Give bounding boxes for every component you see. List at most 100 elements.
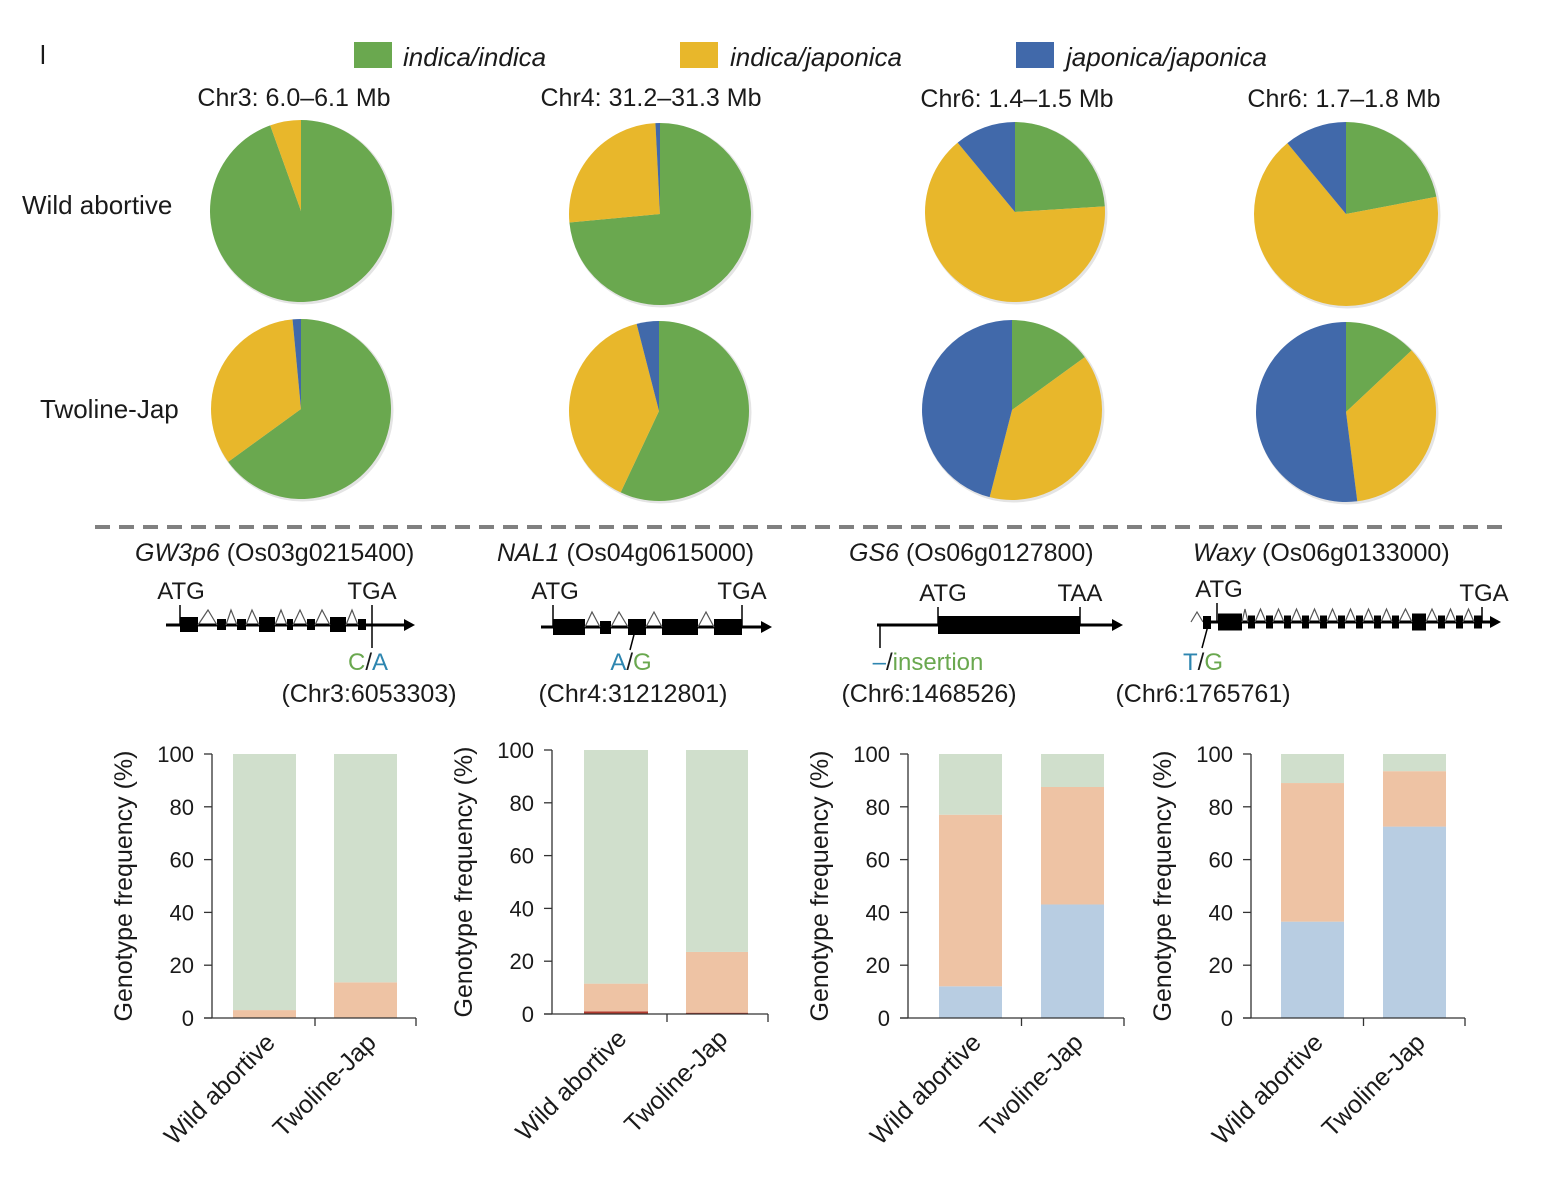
y-tick-label: 60	[866, 848, 890, 873]
gene-title-nal1: NAL1 (Os04g0615000)	[497, 539, 754, 567]
y-tick-label: 40	[866, 900, 890, 925]
intron	[1398, 607, 1413, 623]
pie-slice-japonica-japonica	[922, 320, 1012, 498]
y-tick-label: 100	[1196, 742, 1233, 767]
intron	[1241, 608, 1249, 623]
intron	[1344, 607, 1357, 623]
exon	[1284, 615, 1291, 629]
gene-id: (Os03g0215400)	[227, 539, 415, 567]
snp-position: (Chr6:1468526)	[841, 680, 1016, 708]
bar-segment-indica-indica	[584, 750, 648, 984]
intron	[1190, 610, 1204, 623]
pie-wild-abortive-chr6-2	[1253, 122, 1441, 309]
intron	[345, 608, 359, 626]
intron	[1308, 607, 1321, 623]
pie-title-chr3: Chr3: 6.0–6.1 Mb	[197, 84, 390, 112]
bar-segment-indica-japonica	[1041, 787, 1104, 905]
intron	[225, 608, 238, 626]
y-tick-label: 0	[182, 1006, 194, 1031]
exon	[217, 619, 226, 630]
exon	[1338, 615, 1345, 629]
pie-slice-indica-indica	[620, 321, 750, 501]
gene-name: GW3p6	[135, 539, 220, 567]
bar-segment-indica-indica	[1041, 754, 1104, 787]
pie-slice-indica-indica	[209, 120, 392, 302]
bar-segment-japonica-japonica	[1383, 826, 1446, 1018]
pie-slice-indica-japonica	[270, 120, 301, 211]
intron	[610, 610, 629, 628]
exon	[1356, 615, 1363, 629]
y-tick-label: 60	[170, 848, 194, 873]
y-tick-label: 80	[1209, 795, 1233, 820]
legend: indica/indica indica/japonica japonica/j…	[354, 42, 1267, 72]
gene-title-waxy: Waxy (Os06g0133000)	[1193, 539, 1450, 567]
exon	[1302, 615, 1309, 629]
snp-alleles: A/G	[610, 649, 651, 676]
y-tick-label: 0	[522, 1002, 534, 1027]
exon	[307, 619, 315, 630]
y-tick-label: 80	[510, 791, 534, 816]
exon	[330, 617, 346, 632]
pie-twoline-jap-chr6-1	[922, 320, 1105, 503]
exon	[1392, 615, 1399, 629]
bar-segment-red	[584, 1011, 648, 1014]
bar-segment-indica-japonica	[584, 983, 648, 1012]
snp-alleles: T/G	[1183, 649, 1223, 676]
pie-slice-indica-indica	[1346, 322, 1412, 412]
pie-slice-japonica-japonica	[1255, 322, 1358, 502]
intron	[1362, 607, 1375, 623]
exon	[1412, 613, 1426, 631]
stop-codon-label: TGA	[717, 578, 766, 605]
bar-segment-japonica-japonica	[939, 986, 1002, 1018]
pie-title-chr4: Chr4: 31.2–31.3 Mb	[541, 84, 762, 112]
legend-label-indica-indica: indica/indica	[403, 42, 546, 72]
exon	[628, 619, 646, 635]
x-category-label: Wild abortive	[865, 1028, 987, 1150]
intron	[314, 608, 331, 626]
allele-a: –	[873, 649, 887, 676]
allele-b: G	[633, 649, 652, 676]
gene-id: (Os06g0133000)	[1262, 539, 1450, 567]
legend-swatch-indica-indica	[354, 42, 392, 68]
pie-slice-indica-japonica	[1253, 143, 1438, 306]
y-tick-label: 100	[853, 742, 890, 767]
y-tick-label: 20	[866, 953, 890, 978]
pie-title-chr6-1: Chr6: 1.4–1.5 Mb	[920, 85, 1113, 113]
exon	[237, 619, 246, 630]
y-axis-title: Genotype frequency (%)	[806, 751, 834, 1022]
intron	[1326, 607, 1339, 623]
gene-arrow	[761, 621, 772, 633]
gene-arrow	[1490, 616, 1501, 628]
exon	[714, 619, 742, 635]
exon	[938, 616, 1080, 634]
gene-arrow	[1112, 619, 1123, 631]
snp-position: (Chr6:1765761)	[1115, 680, 1290, 708]
row-label-wild-abortive: Wild abortive	[22, 190, 172, 220]
pie-wild-abortive-chr4	[568, 122, 754, 308]
intron	[274, 608, 288, 626]
exon	[180, 617, 198, 632]
exon	[1266, 615, 1273, 629]
intron	[697, 610, 715, 628]
exon	[1248, 615, 1255, 629]
bar-segment-indica-indica	[939, 754, 1002, 815]
y-tick-label: 0	[878, 1006, 890, 1031]
pie-slice-indica-indica	[1346, 122, 1437, 214]
bar-segment-red	[686, 1012, 748, 1014]
bar-segment-indica-indica	[1281, 754, 1344, 784]
y-tick-label: 80	[170, 795, 194, 820]
pie-twoline-jap-chr4	[569, 321, 752, 504]
legend-swatch-indica-japonica	[680, 42, 718, 68]
bar-segment-indica-japonica	[1281, 783, 1344, 922]
snp-alleles: –/insertion	[873, 649, 984, 676]
pie-slice-indica-japonica	[924, 142, 1105, 302]
pie-slice-indica-indica	[1012, 320, 1085, 410]
x-category-label: Twoline-Jap	[619, 1024, 733, 1138]
bar-segment-indica-indica	[334, 754, 397, 983]
exon	[358, 619, 366, 630]
allele-b: A	[372, 649, 388, 676]
stop-codon-label: TAA	[1058, 580, 1103, 607]
gene-structure-waxy: ATG TGA T/G (Chr6:1765761)	[1115, 576, 1508, 708]
